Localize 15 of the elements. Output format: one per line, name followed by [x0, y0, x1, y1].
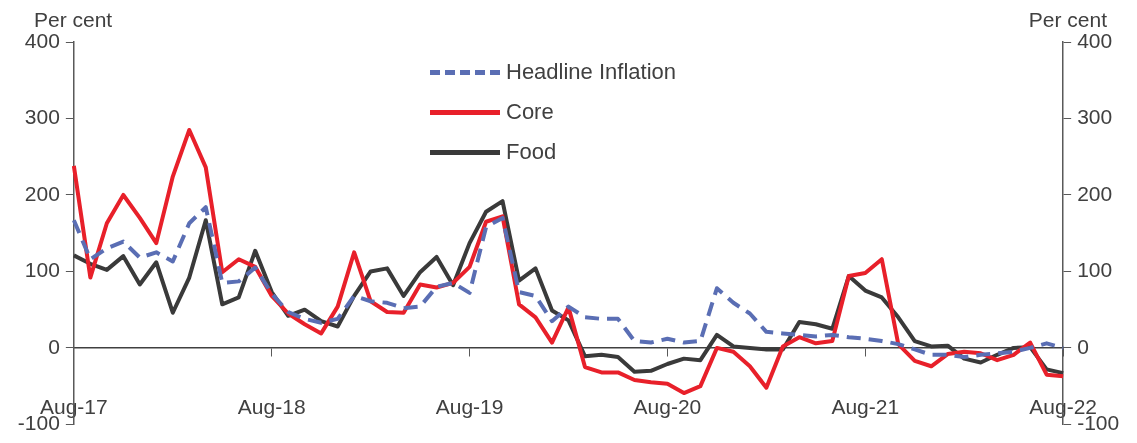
legend-label: Core	[506, 99, 554, 125]
y2-tick-label: 100	[1077, 258, 1113, 282]
x-tick-label: Aug-19	[435, 395, 504, 419]
x-tick-label: Aug-18	[237, 395, 306, 419]
y2-tick-label: 0	[1077, 334, 1089, 358]
y-tick-label: 0	[48, 334, 60, 358]
y-tick-label: 100	[24, 258, 60, 282]
x-tick-label: Aug-20	[633, 395, 702, 419]
x-tick-label: Aug-21	[831, 395, 900, 419]
y2-tick-label: 200	[1077, 181, 1113, 205]
y-tick-label: 200	[24, 181, 60, 205]
legend-label: Headline Inflation	[506, 59, 677, 85]
legend-label: Food	[506, 139, 557, 165]
y-tick-label: 300	[24, 105, 60, 129]
y2-tick-label: 300	[1077, 105, 1113, 129]
